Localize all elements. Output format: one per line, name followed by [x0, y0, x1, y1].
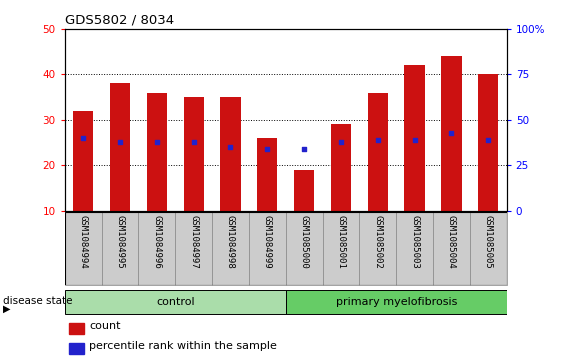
- Bar: [368, 93, 388, 211]
- Text: percentile rank within the sample: percentile rank within the sample: [89, 340, 277, 351]
- Text: primary myelofibrosis: primary myelofibrosis: [336, 297, 457, 307]
- Bar: [184, 97, 204, 211]
- Bar: [73, 111, 93, 211]
- Bar: [323, 212, 359, 285]
- Text: GSM1085004: GSM1085004: [447, 215, 456, 268]
- Bar: [470, 212, 507, 285]
- Bar: [433, 212, 470, 285]
- Bar: [294, 170, 314, 211]
- Text: GSM1085003: GSM1085003: [410, 215, 419, 268]
- Bar: [110, 83, 130, 211]
- Point: [484, 137, 493, 143]
- Bar: [285, 212, 323, 285]
- Bar: [65, 212, 101, 285]
- Point: [79, 135, 88, 141]
- Text: GDS5802 / 8034: GDS5802 / 8034: [65, 13, 174, 26]
- Bar: [285, 290, 507, 314]
- Text: GSM1085005: GSM1085005: [484, 215, 493, 268]
- Text: GSM1085002: GSM1085002: [373, 215, 382, 268]
- Point: [263, 146, 272, 152]
- Text: count: count: [89, 321, 120, 331]
- Text: GSM1085001: GSM1085001: [337, 215, 346, 268]
- Text: GSM1084995: GSM1084995: [115, 215, 124, 268]
- Bar: [478, 74, 498, 211]
- Point: [189, 140, 198, 146]
- Bar: [101, 212, 138, 285]
- Bar: [65, 290, 285, 314]
- Bar: [404, 65, 425, 211]
- Bar: [147, 93, 167, 211]
- Point: [115, 140, 124, 146]
- Bar: [249, 212, 286, 285]
- Bar: [220, 97, 240, 211]
- Text: disease state: disease state: [3, 296, 72, 306]
- Text: GSM1084997: GSM1084997: [189, 215, 198, 268]
- Point: [300, 146, 309, 152]
- Bar: [331, 124, 351, 211]
- Text: control: control: [156, 297, 195, 307]
- Text: GSM1084998: GSM1084998: [226, 215, 235, 268]
- Text: GSM1084996: GSM1084996: [153, 215, 162, 268]
- Point: [410, 137, 419, 143]
- Bar: [257, 138, 278, 211]
- Text: GSM1085000: GSM1085000: [300, 215, 309, 268]
- Point: [447, 130, 456, 136]
- Text: ▶: ▶: [3, 304, 10, 314]
- Bar: [441, 56, 462, 211]
- Bar: [212, 212, 249, 285]
- Bar: [396, 212, 433, 285]
- Point: [226, 144, 235, 150]
- Point: [153, 140, 162, 146]
- Point: [373, 137, 382, 143]
- Bar: [138, 212, 175, 285]
- Bar: [175, 212, 212, 285]
- Bar: [359, 212, 396, 285]
- Point: [337, 140, 346, 146]
- Text: GSM1084999: GSM1084999: [263, 215, 272, 268]
- Bar: [69, 343, 84, 354]
- Text: GSM1084994: GSM1084994: [79, 215, 88, 268]
- Bar: [69, 323, 84, 334]
